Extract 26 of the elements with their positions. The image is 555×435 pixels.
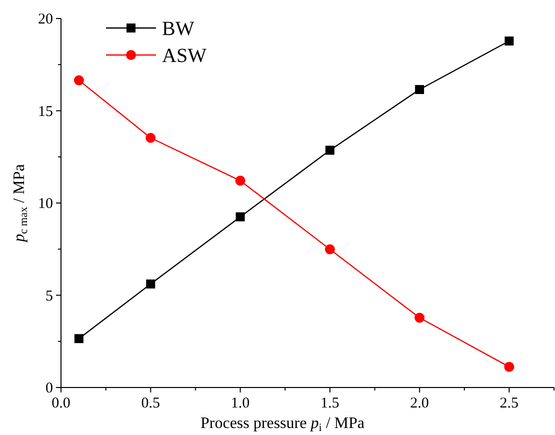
point bbox=[146, 279, 156, 288]
legend-label: BW bbox=[162, 18, 194, 40]
point bbox=[74, 75, 84, 86]
point bbox=[236, 212, 245, 222]
point bbox=[325, 146, 334, 155]
x-axis-title: Process pressure p$_{i}$ / MPa bbox=[200, 415, 364, 434]
x-tick-label: 2.0 bbox=[410, 396, 429, 412]
x-tick-label: 0.5 bbox=[141, 396, 160, 412]
point bbox=[414, 312, 425, 323]
y-tick-label: 0 bbox=[46, 380, 53, 396]
point bbox=[504, 36, 514, 46]
point bbox=[324, 244, 335, 254]
legend-label: ASW bbox=[162, 45, 207, 67]
point bbox=[415, 85, 424, 94]
y-tick-label: 5 bbox=[46, 288, 53, 304]
point bbox=[74, 334, 84, 344]
x-tick-label: 1.0 bbox=[230, 396, 250, 412]
y-tick-label: 20 bbox=[38, 12, 53, 28]
x-tick-label: 2.5 bbox=[500, 396, 519, 412]
point bbox=[146, 132, 156, 143]
point bbox=[504, 362, 514, 372]
y-tick-label: 15 bbox=[38, 104, 53, 120]
x-tick-label: 1.5 bbox=[320, 396, 340, 412]
y-tick-label: 10 bbox=[38, 196, 53, 212]
point bbox=[235, 176, 246, 186]
x-tick-label: 0.0 bbox=[52, 396, 70, 412]
